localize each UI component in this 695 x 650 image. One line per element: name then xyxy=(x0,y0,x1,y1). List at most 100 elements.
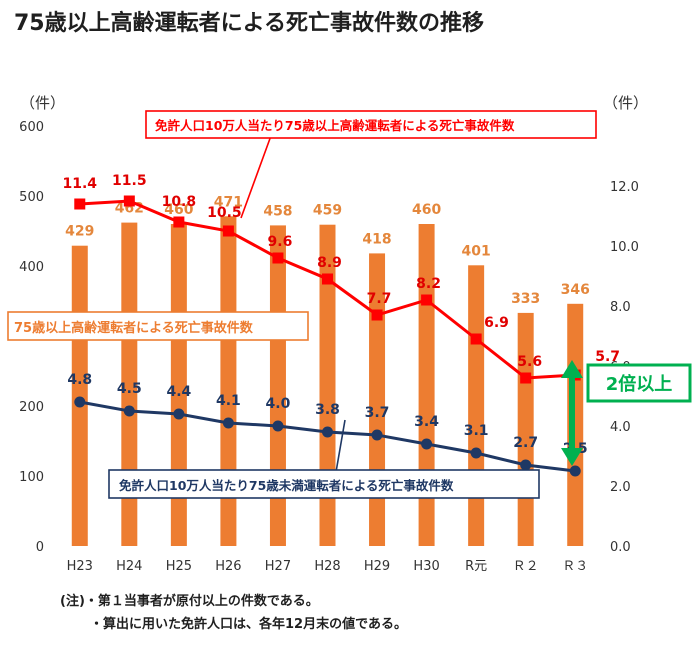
line-series xyxy=(74,195,581,477)
right-tick-label: 8.0 xyxy=(610,300,631,315)
x-tick-label: H28 xyxy=(314,559,340,574)
bar xyxy=(71,245,88,546)
bar-value-label: 346 xyxy=(561,282,590,298)
navy-series-value-label: 4.1 xyxy=(216,393,241,409)
x-tick-label: Ｒ２ xyxy=(513,559,539,574)
red-series-value-label: 8.9 xyxy=(317,255,342,271)
legend-navy-leader xyxy=(335,419,346,473)
right-tick-label: 12.0 xyxy=(610,180,639,195)
legend-navy-callout: 免許人口10万人当たり75歳未満運転者による死亡事故件数 xyxy=(108,419,540,499)
red-series-value-label: 10.8 xyxy=(162,194,197,210)
right-tick-label: 2.0 xyxy=(610,480,631,495)
left-tick-label: 600 xyxy=(19,120,44,135)
navy-series-marker xyxy=(173,408,185,420)
bar xyxy=(468,265,485,546)
line-labels: 11.4 11.5 10.8 10.5 9.6 8.9 7.7 8.2 6.9 5.6 5.7 4.8… xyxy=(62,173,620,457)
bar-value-label: 333 xyxy=(511,291,540,307)
navy-series-marker xyxy=(421,438,433,450)
x-tick-label: H24 xyxy=(116,559,142,574)
left-tick-label: 0 xyxy=(36,540,44,555)
red-series-value-label: 10.5 xyxy=(207,205,242,221)
left-axis-ticks: 0 100 200 400 500 600 xyxy=(19,120,44,555)
x-tick-label: Ｒ３ xyxy=(562,559,588,574)
bar-value-label: 460 xyxy=(164,202,193,218)
bar-value-label: 459 xyxy=(313,203,342,219)
ratio-arrow xyxy=(561,360,583,466)
navy-series-marker xyxy=(272,420,284,432)
ratio-callout-text: 2倍以上 xyxy=(606,373,673,395)
legend-red-leader xyxy=(240,132,273,219)
x-axis-labels: H23 H24 H25 H26 H27 H28 H29 H30 R元 Ｒ２ Ｒ３ xyxy=(67,559,589,574)
navy-series-value-label: 2.7 xyxy=(513,435,538,451)
red-series-value-label: 11.4 xyxy=(62,176,97,192)
navy-series-value-label: 3.7 xyxy=(365,405,390,421)
red-series-value-label: 6.9 xyxy=(484,315,509,331)
x-tick-label: H25 xyxy=(166,559,192,574)
right-tick-label: 4.0 xyxy=(610,420,631,435)
red-series-marker xyxy=(371,309,383,321)
navy-series-value-label: 4.8 xyxy=(67,372,92,388)
navy-series-value-label: 3.4 xyxy=(414,414,439,430)
bar-value-label: 418 xyxy=(362,231,391,247)
bar xyxy=(517,312,534,546)
bar-series xyxy=(71,216,584,547)
red-series-marker xyxy=(520,372,532,384)
legend-red-box xyxy=(145,110,597,139)
bar xyxy=(170,224,187,546)
red-series-value-label: 5.6 xyxy=(517,354,542,370)
navy-series-marker xyxy=(322,426,333,438)
red-series-value-label: 7.7 xyxy=(367,291,392,307)
bar xyxy=(121,222,138,546)
bar-value-label: 460 xyxy=(412,202,441,218)
x-tick-label: H29 xyxy=(364,559,390,574)
x-tick-label: H26 xyxy=(215,559,241,574)
x-tick-label: H23 xyxy=(67,559,93,574)
navy-series-value-label: 4.4 xyxy=(166,384,191,400)
ratio-callout-box xyxy=(586,363,692,403)
left-tick-label: 200 xyxy=(19,400,44,415)
legend-bar-text: 75歳以上高齢運転者による死亡事故件数 xyxy=(14,320,254,336)
bar-value-label: 471 xyxy=(214,194,243,210)
legend-bar-box xyxy=(7,311,309,341)
x-tick-label: H27 xyxy=(265,559,291,574)
red-series-marker xyxy=(470,333,482,345)
red-series-marker xyxy=(421,294,433,306)
navy-series-marker xyxy=(569,465,581,477)
left-tick-label: 400 xyxy=(19,260,44,275)
red-series-marker xyxy=(123,195,135,207)
ratio-arrow-up-head xyxy=(561,360,583,378)
x-tick-label: H30 xyxy=(413,559,439,574)
red-series-marker xyxy=(74,198,86,210)
navy-series-value-label: 3.8 xyxy=(315,402,340,418)
legend-navy-text: 免許人口10万人当たり75歳未満運転者による死亡事故件数 xyxy=(119,478,454,493)
red-series-value-label: 11.5 xyxy=(112,173,147,189)
red-series-marker xyxy=(173,216,185,228)
legend-navy-box xyxy=(108,469,540,499)
navy-series-marker xyxy=(470,447,482,459)
red-series-marker xyxy=(272,252,284,264)
bar-value-label: 458 xyxy=(263,203,292,219)
navy-series-marker xyxy=(123,405,135,417)
legend-red-text: 免許人口10万人当たり75歳以上高齢運転者による死亡事故件数 xyxy=(155,118,515,133)
navy-series-value-label: 3.1 xyxy=(464,423,489,439)
bar-value-label: 401 xyxy=(462,243,491,259)
red-series-value-label: 9.6 xyxy=(268,234,293,250)
navy-series-value-label: 4.0 xyxy=(266,396,291,412)
legend-red-callout: 免許人口10万人当たり75歳以上高齢運転者による死亡事故件数 xyxy=(145,110,597,219)
bar xyxy=(269,225,286,546)
ratio-callout: 2倍以上 xyxy=(586,363,692,403)
red-series-value-label: 8.2 xyxy=(416,276,441,292)
bar xyxy=(319,224,336,546)
navy-series-marker xyxy=(74,396,86,408)
note-line-2: ・算出に用いた免許人口は、各年12月末の値である。 xyxy=(90,616,407,632)
navy-series-marker xyxy=(371,429,383,441)
left-tick-label: 500 xyxy=(19,190,44,205)
red-series-marker xyxy=(322,273,333,285)
bar-value-label: 429 xyxy=(65,224,94,240)
red-series-value-label: 5.7 xyxy=(595,349,620,365)
bar xyxy=(220,216,237,547)
red-series-marker xyxy=(222,225,234,237)
note-line-1: (注)・第１当事者が原付以上の件数である。 xyxy=(60,593,319,609)
navy-series-marker xyxy=(222,417,234,429)
